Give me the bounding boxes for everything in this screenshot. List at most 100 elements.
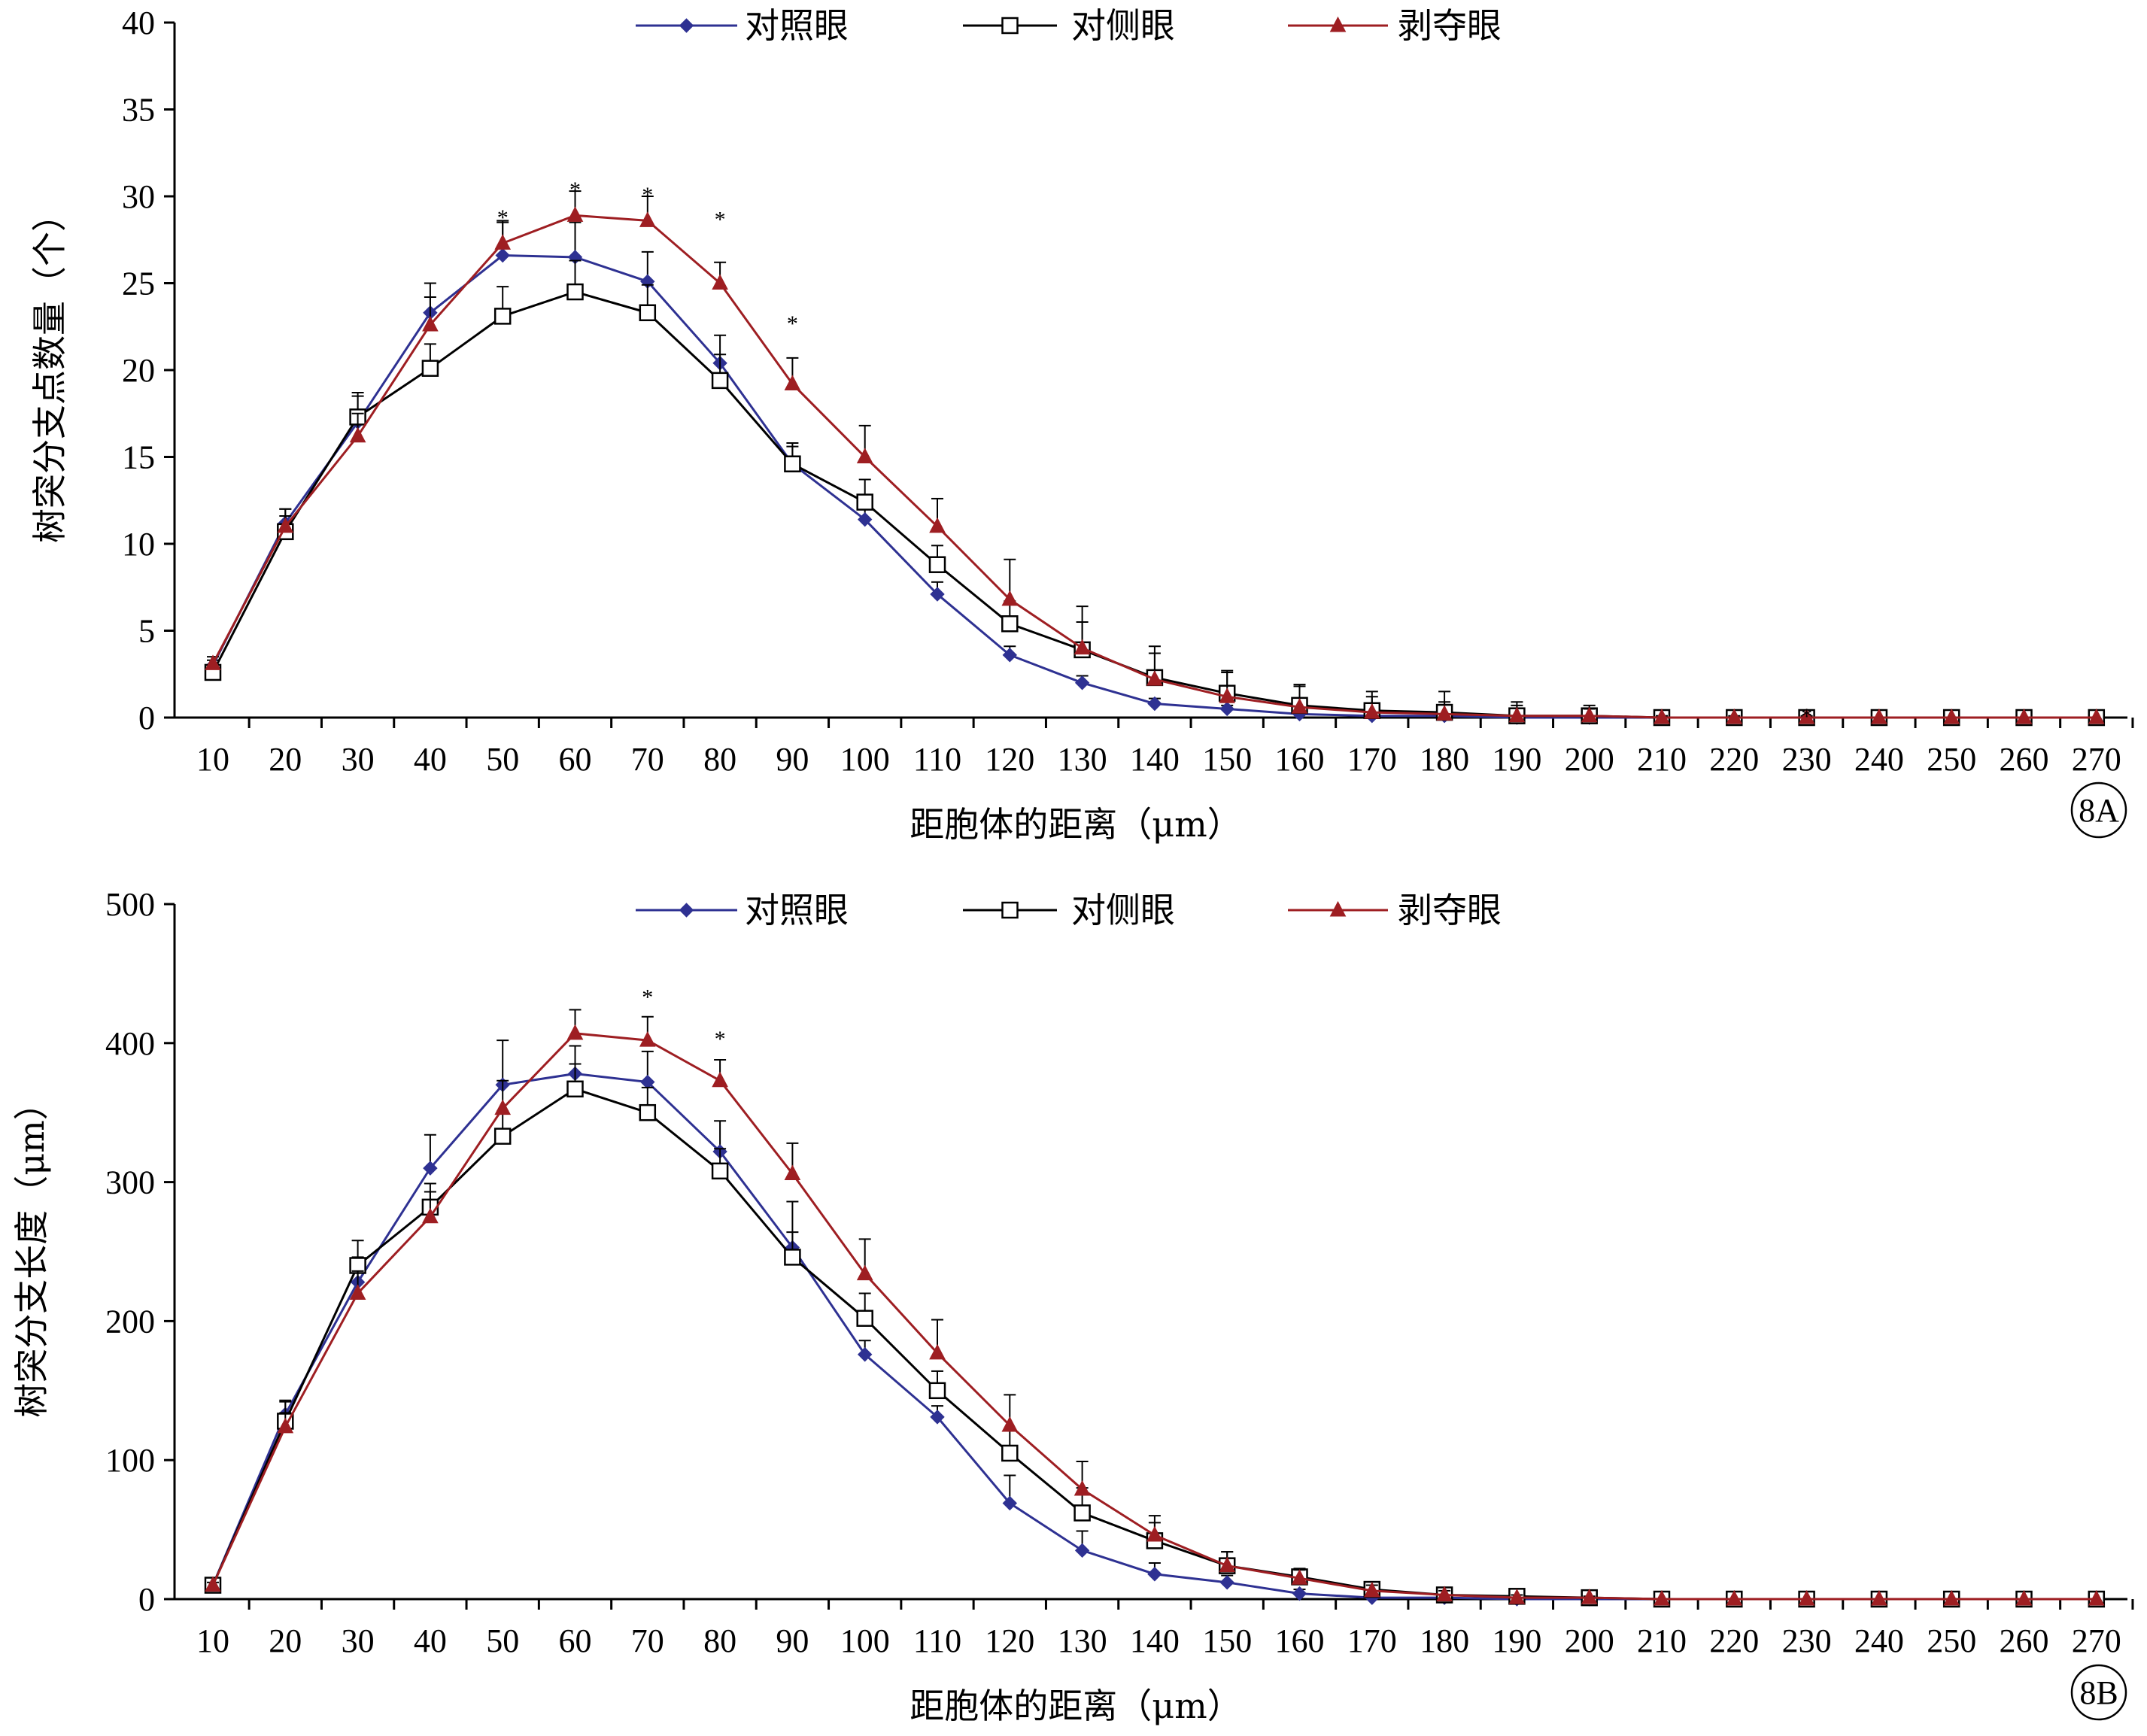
x-tick-label: 40 [414, 741, 447, 778]
y-tick-label: 300 [105, 1164, 155, 1201]
x-tick-label: 150 [1202, 1622, 1252, 1659]
x-axis-title: 距胞体的距离（μm） [910, 1686, 1242, 1726]
data-point [493, 1127, 512, 1145]
legend-entry: 剥夺眼 [1288, 5, 1502, 46]
panel-label-text: 8B [2079, 1674, 2118, 1711]
data-point [930, 1410, 945, 1425]
x-tick-label: 120 [985, 1622, 1034, 1659]
y-axis-title: 树突分支点数量（个） [29, 197, 70, 543]
x-tick-label: 180 [1420, 741, 1469, 778]
data-point [1943, 708, 1960, 724]
data-point [1001, 615, 1019, 633]
data-point [494, 234, 512, 250]
legend-marker [679, 18, 694, 33]
x-tick-label: 80 [703, 741, 736, 778]
data-point [639, 1103, 657, 1121]
significance-mark: * [642, 985, 653, 1010]
data-point [857, 511, 873, 527]
x-tick-label: 200 [1565, 1622, 1614, 1659]
x-tick-label: 30 [342, 1622, 375, 1659]
data-point [422, 315, 439, 332]
y-tick-label: 10 [122, 526, 155, 563]
data-point [929, 517, 946, 533]
data-point [928, 1382, 946, 1400]
data-point [349, 426, 366, 443]
y-tick-label: 100 [105, 1442, 155, 1479]
data-point [277, 517, 294, 533]
data-point [1147, 696, 1162, 712]
data-point [639, 211, 656, 227]
x-tick-label: 10 [196, 1622, 229, 1659]
data-point [1002, 1495, 1018, 1511]
data-point [1074, 1480, 1091, 1496]
legend-label: 剥夺眼 [1398, 890, 1502, 930]
data-point [711, 1162, 729, 1180]
y-tick-label: 20 [122, 352, 155, 389]
legend-label: 对照眼 [745, 5, 849, 46]
y-tick-label: 400 [105, 1025, 155, 1062]
x-tick-label: 260 [2000, 1622, 2049, 1659]
x-tick-label: 50 [486, 1622, 519, 1659]
data-point [566, 206, 584, 222]
x-tick-label: 20 [269, 1622, 302, 1659]
data-point [928, 556, 946, 573]
data-point [1871, 708, 1887, 724]
x-tick-label: 100 [840, 1622, 890, 1659]
data-point [2015, 1589, 2033, 1606]
data-point [2088, 708, 2105, 724]
x-tick-label: 270 [2072, 1622, 2121, 1659]
x-tick-label: 170 [1347, 741, 1397, 778]
data-point [1508, 706, 1526, 723]
data-point [1001, 590, 1019, 606]
data-point [1943, 1589, 1960, 1606]
x-tick-label: 240 [1854, 741, 1904, 778]
data-point [1074, 1504, 1091, 1522]
x-tick-label: 110 [913, 1622, 961, 1659]
data-point [1147, 1567, 1162, 1582]
data-point [1581, 706, 1598, 723]
data-point [423, 1161, 438, 1176]
x-tick-label: 190 [1492, 741, 1541, 778]
data-point [711, 372, 729, 390]
panel-label: 8B [2070, 1664, 2127, 1721]
x-tick-label: 10 [196, 741, 229, 778]
legend-entry: 对照眼 [636, 890, 849, 930]
legend-entry: 对侧眼 [963, 5, 1175, 46]
data-point [784, 1164, 801, 1181]
data-point [1436, 1586, 1453, 1601]
chart-panel-8A: 0 5 10 15 20 25 30 35 40 10 20 30 40 50 60 70 80 90 100 110… [29, 5, 2134, 845]
series-2 [205, 190, 2105, 724]
x-tick-label: 130 [1058, 741, 1107, 778]
data-point [566, 283, 584, 301]
data-point [1726, 708, 1743, 724]
significance-mark: * [715, 207, 726, 232]
x-tick-label: 180 [1420, 1622, 1469, 1659]
y-tick-label: 25 [122, 266, 155, 302]
data-point [494, 1099, 512, 1115]
chart-panel-8B: 0 100 200 300 400 500 10 20 30 40 50 60 70 80 90 100 110… [11, 886, 2134, 1726]
x-tick-label: 250 [1927, 741, 1976, 778]
panel-label-text: 8A [2079, 792, 2119, 829]
x-tick-label: 50 [486, 741, 519, 778]
data-point [1146, 670, 1163, 686]
data-point [1654, 1589, 1670, 1606]
data-point [205, 654, 221, 670]
data-point [495, 247, 510, 263]
data-point [1074, 1543, 1090, 1558]
data-point [493, 308, 512, 325]
x-tick-label: 200 [1565, 741, 1614, 778]
x-tick-label: 210 [1637, 741, 1687, 778]
y-tick-label: 0 [138, 1581, 155, 1618]
data-point [1291, 698, 1308, 714]
data-point [2015, 708, 2033, 724]
data-point [349, 1284, 366, 1300]
x-tick-label: 160 [1275, 741, 1325, 778]
data-point [712, 274, 728, 290]
legend-label: 剥夺眼 [1398, 5, 1502, 46]
x-tick-label: 40 [414, 1622, 447, 1659]
legend-label: 对侧眼 [1071, 5, 1175, 46]
legend-label: 对侧眼 [1071, 890, 1175, 930]
data-point [1436, 705, 1453, 721]
x-tick-label: 160 [1275, 1622, 1325, 1659]
significance-mark: * [642, 183, 653, 208]
